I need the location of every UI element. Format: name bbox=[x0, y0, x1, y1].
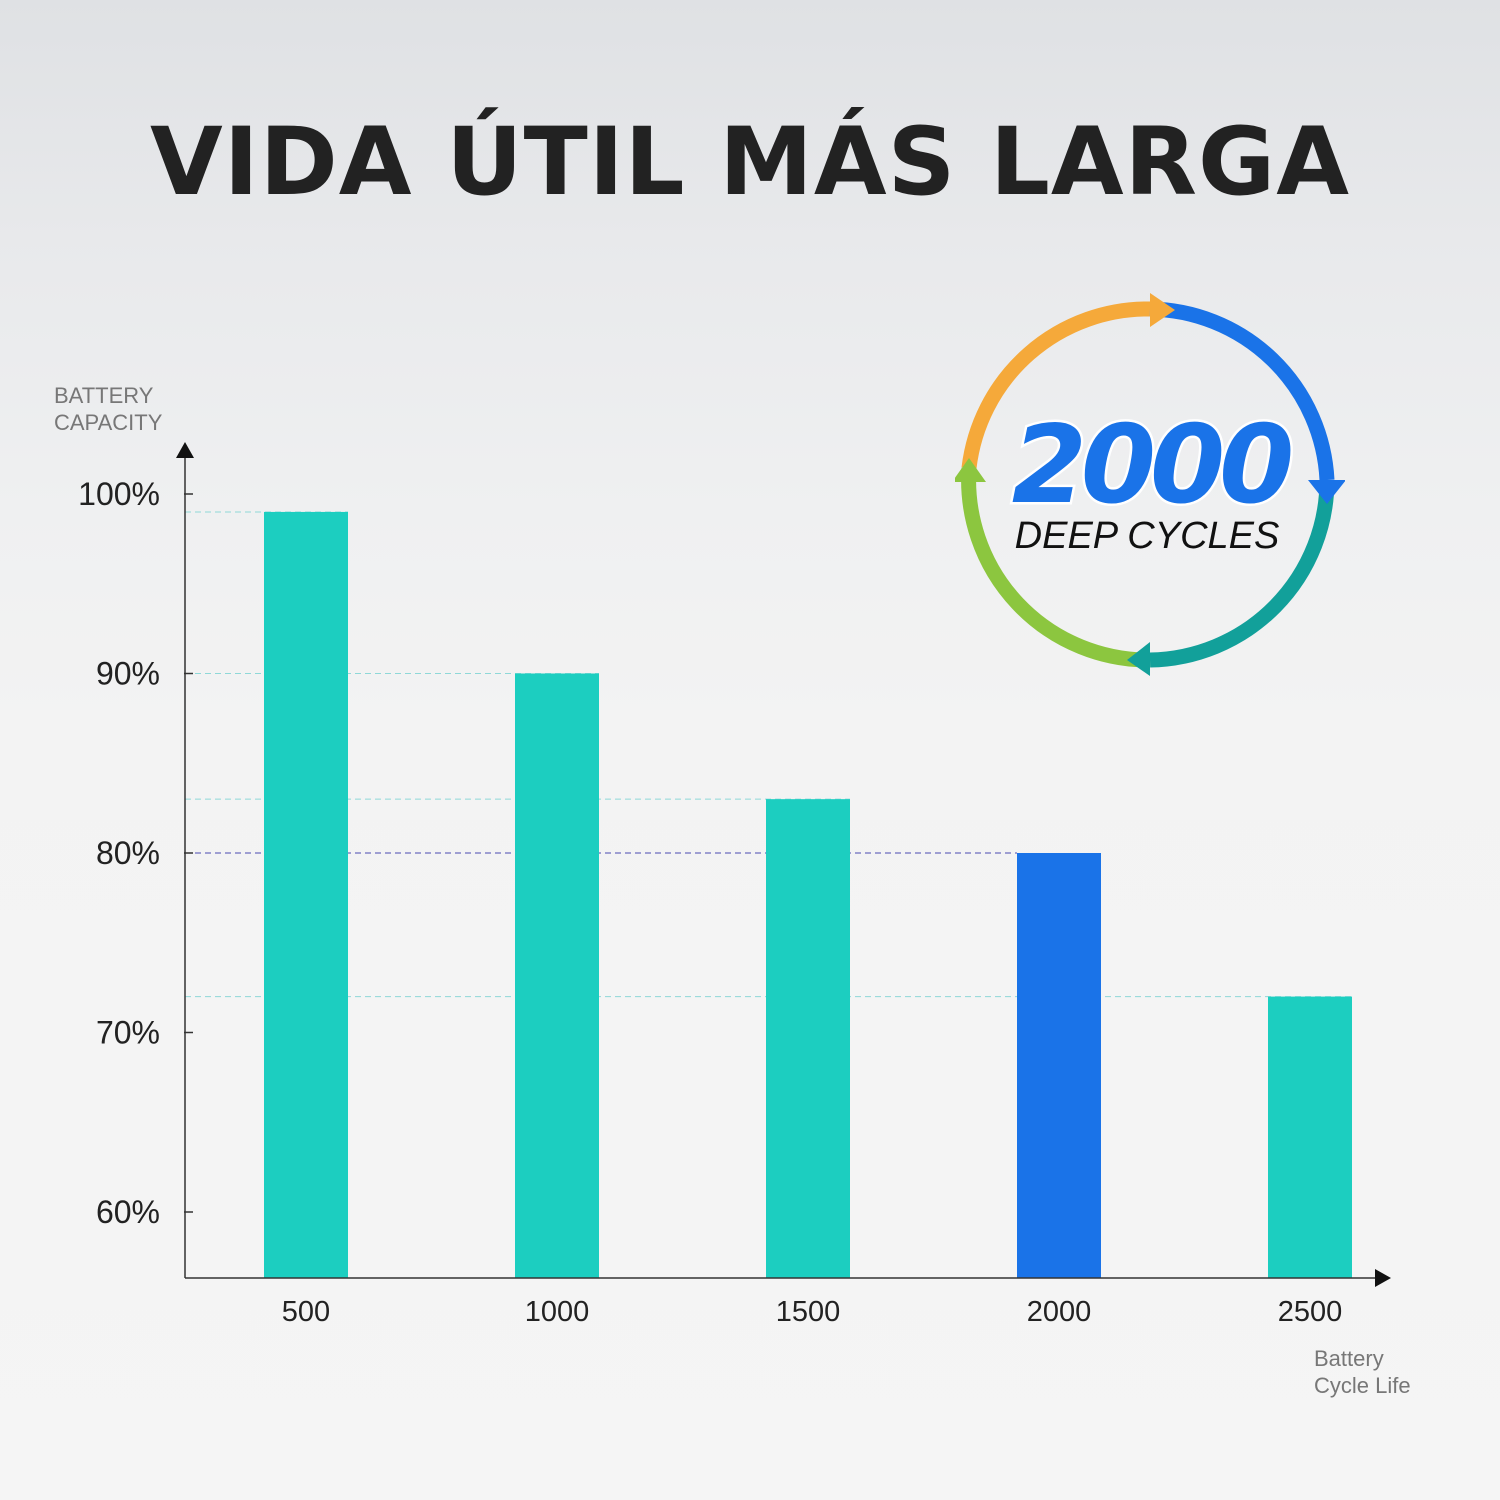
y-axis-label-line2: CAPACITY bbox=[54, 410, 163, 435]
y-tick-label: 70% bbox=[96, 1015, 160, 1051]
x-tick-label: 1500 bbox=[776, 1296, 841, 1328]
arrow-head-icon bbox=[1150, 293, 1175, 327]
bar-2000 bbox=[1017, 853, 1101, 1278]
y-tick-label: 90% bbox=[96, 656, 160, 692]
bar-1000 bbox=[515, 673, 599, 1278]
arrow-head-icon bbox=[1308, 480, 1345, 504]
y-axis-arrow-icon bbox=[176, 442, 194, 458]
x-tick-label: 2000 bbox=[1027, 1296, 1092, 1328]
x-tick-label: 500 bbox=[282, 1296, 330, 1328]
badge-label: DEEP CYCLES bbox=[1015, 515, 1280, 557]
cycle-arc-orange bbox=[961, 301, 1151, 469]
deep-cycles-badge: 2000 DEEP CYCLES bbox=[955, 293, 1345, 676]
y-axis-label-line1: BATTERY bbox=[54, 383, 154, 408]
bar-2500 bbox=[1268, 996, 1352, 1278]
y-tick-label: 100% bbox=[78, 476, 160, 512]
y-tick-label: 80% bbox=[96, 835, 160, 871]
x-tick-label: 2500 bbox=[1278, 1296, 1343, 1328]
bar-500 bbox=[264, 511, 348, 1278]
bar-1500 bbox=[766, 799, 850, 1278]
x-axis-label-line1: Battery bbox=[1314, 1346, 1384, 1371]
x-axis-label-line2: Cycle Life bbox=[1314, 1373, 1411, 1398]
x-axis-arrow-icon bbox=[1375, 1269, 1391, 1287]
cycle-arc-green bbox=[961, 467, 1151, 668]
x-tick-label: 1000 bbox=[525, 1296, 590, 1328]
y-tick-label: 60% bbox=[96, 1194, 160, 1230]
cycle-arc-blue bbox=[1149, 301, 1335, 481]
cycle-arc-teal bbox=[1149, 479, 1335, 668]
badge-number: 2000 bbox=[1012, 403, 1291, 528]
page-title: VIDA ÚTIL MÁS LARGA bbox=[150, 108, 1350, 217]
arrow-head-icon bbox=[955, 458, 986, 482]
arrow-head-icon bbox=[1127, 642, 1150, 676]
